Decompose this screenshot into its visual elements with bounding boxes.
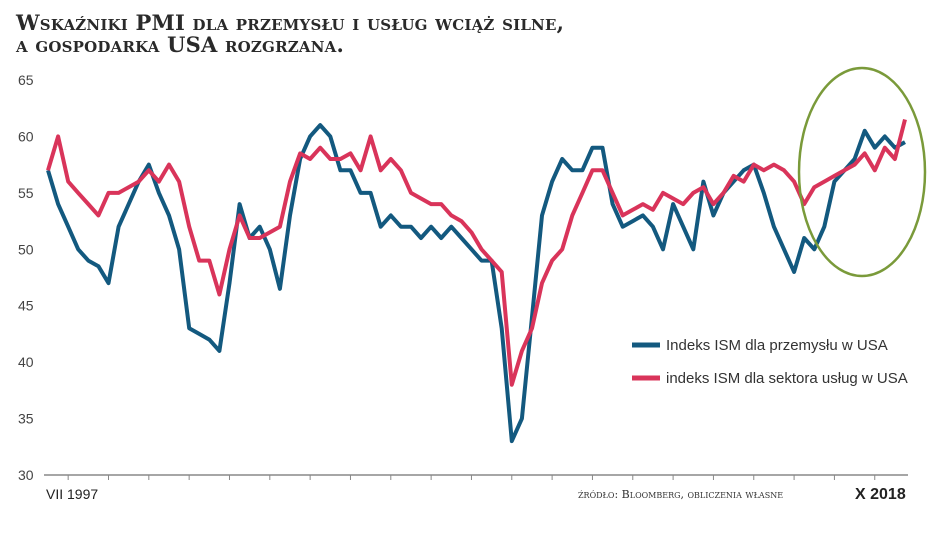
y-tick-label: 35 — [18, 411, 34, 427]
title-line-2: a gospodarka USA rozgrzana. — [16, 32, 344, 57]
y-tick-label: 50 — [18, 241, 34, 257]
title-line-1: Wskaźniki PMI dla przemysłu i usług wcią… — [16, 10, 565, 35]
series-line-services — [46, 119, 907, 387]
legend-label-manufacturing: Indeks ISM dla przemysłu w USA — [666, 337, 888, 354]
y-tick-label: 30 — [18, 467, 34, 483]
y-tick-label: 65 — [18, 72, 34, 88]
source-note: źródło: Bloomberg, obliczenia własne — [578, 488, 783, 501]
y-tick-label: 55 — [18, 185, 34, 201]
chart-title: Wskaźniki PMI dla przemysłu i usług wcią… — [16, 12, 564, 56]
legend-label-services: indeks ISM dla sektora usług w USA — [666, 370, 908, 387]
legend: Indeks ISM dla przemysłu w USA indeks IS… — [632, 337, 908, 387]
y-tick-label: 45 — [18, 298, 34, 314]
series-line-manufacturing — [46, 123, 906, 444]
x-label-start: VII 1997 — [46, 486, 98, 502]
highlight-ellipse — [797, 66, 927, 278]
x-label-end: X 2018 — [855, 486, 906, 503]
y-tick-label: 60 — [18, 128, 34, 144]
y-tick-label: 40 — [18, 354, 34, 370]
